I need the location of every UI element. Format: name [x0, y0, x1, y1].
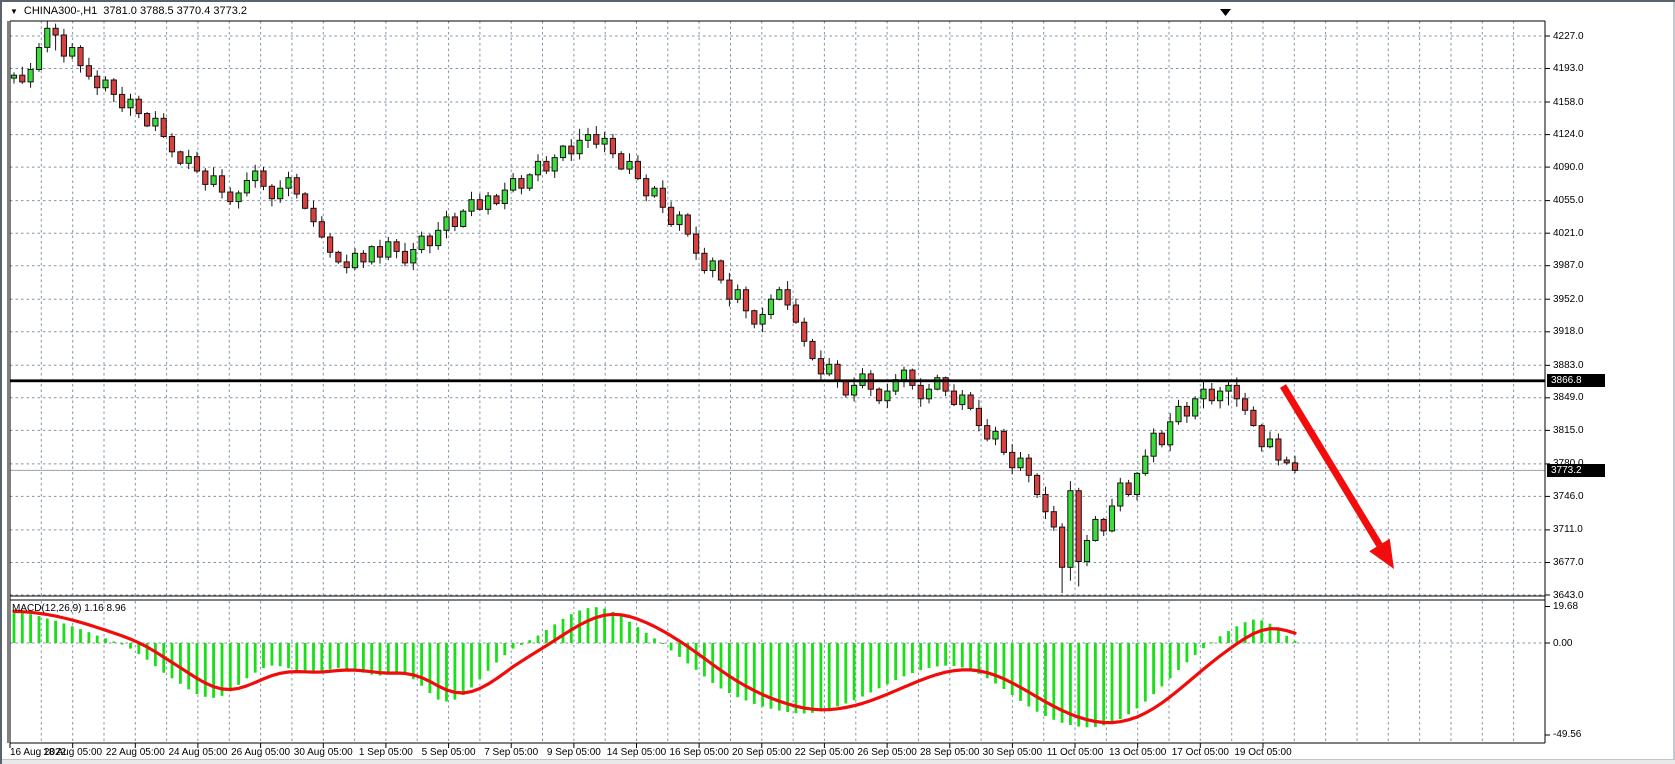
ohlc-readout: 3781.0 3788.5 3770.4 3773.2	[103, 5, 248, 17]
macd-axis-label: 19.68	[1553, 600, 1579, 612]
time-axis-label: 24 Aug 05:00	[168, 747, 228, 758]
chart-title-bar: ▼ CHINA300-,H1 3781.0 3788.5 3770.4 3773.2	[10, 5, 247, 17]
time-axis-label: 5 Sep 05:00	[421, 747, 476, 758]
trend-arrow-annotation[interactable]	[1280, 384, 1394, 569]
price-axis-label: 3849.0	[1553, 392, 1584, 404]
panel-frame	[7, 20, 1546, 744]
time-axis-label: 14 Sep 05:00	[606, 747, 667, 758]
chart-shift-marker-icon[interactable]	[1220, 9, 1231, 16]
time-axis-label: 19 Oct 05:00	[1234, 747, 1292, 758]
time-axis-label: 13 Oct 05:00	[1109, 747, 1167, 758]
macd-signal-line	[12, 609, 1297, 725]
time-axis-label: 30 Sep 05:00	[982, 747, 1043, 758]
hline-price-tag: 3866.8	[1547, 374, 1605, 388]
time-axis-label: 9 Sep 05:00	[546, 747, 601, 758]
price-axis-label: 4021.0	[1553, 227, 1584, 239]
symbol-period-label: CHINA300-,H1	[23, 5, 98, 17]
time-axis-label: 1 Sep 05:00	[358, 747, 413, 758]
price-axis-label: 3918.0	[1553, 326, 1584, 338]
price-axis-label: 3746.0	[1553, 490, 1584, 502]
price-axis-label: 3987.0	[1553, 260, 1584, 272]
price-axis-label: 4193.0	[1553, 63, 1584, 75]
macd-histogram	[12, 607, 1297, 728]
price-axis-label: 3643.0	[1553, 589, 1584, 601]
time-axis-label: 16 Aug 2022	[10, 747, 67, 758]
price-axis-label: 4158.0	[1553, 96, 1584, 108]
time-axis-label: 20 Sep 05:00	[732, 747, 792, 758]
macd-axis-label: 0.00	[1553, 637, 1573, 649]
price-axis-label: 3883.0	[1553, 359, 1584, 371]
price-axis-label: 3952.0	[1553, 293, 1584, 305]
time-axis-label: 16 Sep 05:00	[669, 747, 729, 758]
time-axis-label: 7 Sep 05:00	[484, 747, 539, 758]
axis-ticks	[9, 35, 1550, 748]
price-axis-label: 3677.0	[1553, 556, 1584, 568]
window-right-edge	[1673, 2, 1675, 764]
macd-indicator-label: MACD(12,26,9) 1.16 8.96	[12, 603, 126, 614]
price-axis-label: 3711.0	[1553, 524, 1583, 536]
price-axis-label: 4124.0	[1553, 129, 1584, 141]
price-axis-label: 3815.0	[1553, 424, 1584, 436]
time-axis-label: 17 Oct 05:00	[1171, 747, 1229, 758]
window-bottom-band	[2, 759, 1675, 764]
macd-axis-label: -49.56	[1553, 729, 1582, 741]
time-axis-label: 26 Sep 05:00	[857, 747, 917, 758]
time-axis-label: 11 Oct 05:00	[1046, 747, 1104, 758]
price-axis-label: 4227.0	[1553, 30, 1584, 42]
candlestick-series	[10, 21, 1299, 594]
symbol-dropdown-icon: ▼	[10, 6, 18, 16]
time-axis-label: 22 Sep 05:00	[794, 747, 855, 758]
time-axis-label: 26 Aug 05:00	[231, 747, 291, 758]
resistance-hline[interactable]	[10, 379, 1545, 383]
price-axis-label: 4090.0	[1553, 161, 1584, 173]
grid	[10, 21, 1545, 742]
price-axis-label: 4055.0	[1553, 195, 1584, 207]
time-axis-label: 28 Sep 05:00	[920, 747, 980, 758]
time-axis-label: 30 Aug 05:00	[293, 747, 353, 758]
price-axis-label: 3780.0	[1553, 458, 1584, 469]
time-axis-label: 18 Aug 05:00	[43, 747, 103, 758]
time-axis-label: 22 Aug 05:00	[105, 747, 165, 758]
current-price-tag: 3773.2	[1547, 463, 1605, 477]
